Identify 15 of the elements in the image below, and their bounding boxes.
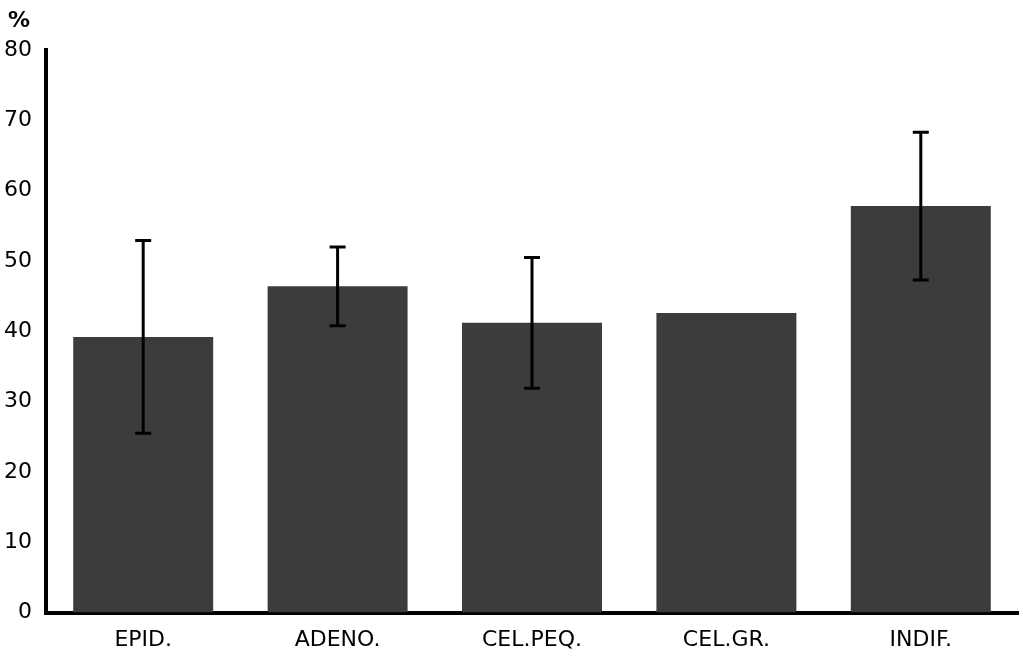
- y-tick-label: 70: [3, 106, 32, 132]
- x-tick-label: ADENO.: [294, 625, 381, 651]
- y-tick-label: 0: [17, 598, 32, 624]
- y-tick-label: 40: [3, 317, 32, 343]
- y-tick-label: 60: [3, 176, 32, 202]
- y-tick-label: 30: [3, 387, 32, 413]
- x-tick-label: INDIF.: [889, 625, 953, 651]
- y-tick-label: 20: [3, 457, 32, 483]
- y-tick-label: 50: [3, 246, 32, 272]
- x-tick-label: CEL.GR.: [682, 625, 770, 651]
- y-tick-label: 10: [3, 527, 32, 553]
- x-tick-label: CEL.PEQ.: [482, 625, 582, 651]
- y-tick-label: 80: [3, 35, 32, 61]
- y-axis-title: %: [8, 6, 31, 32]
- x-tick-label: EPID.: [114, 625, 172, 651]
